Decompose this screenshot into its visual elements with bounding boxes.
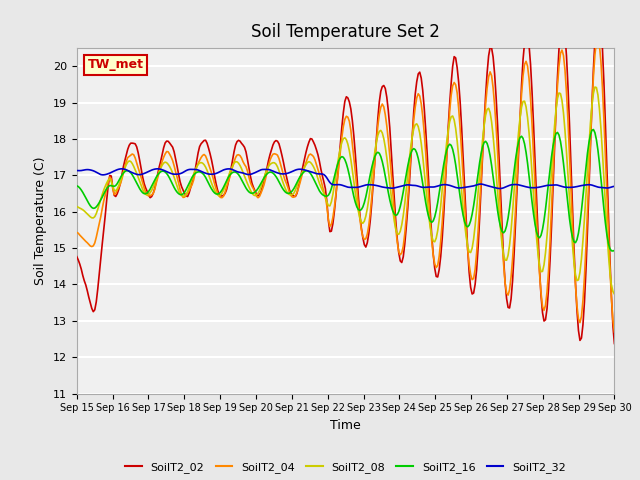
SoilT2_08 [139, 187, 147, 192]
SoilT2_04 [611, 329, 618, 335]
SoilT2_08 [233, 159, 241, 165]
SoilT2_04 [308, 152, 316, 158]
Y-axis label: Soil Temperature (C): Soil Temperature (C) [35, 156, 47, 285]
SoilT2_32 [611, 183, 618, 189]
SoilT2_08 [591, 84, 599, 90]
Line: SoilT2_04: SoilT2_04 [77, 39, 614, 332]
SoilT2_04 [594, 36, 602, 42]
SoilT2_04 [139, 180, 147, 186]
SoilT2_08 [308, 161, 316, 167]
SoilT2_16 [233, 170, 241, 176]
SoilT2_32 [584, 182, 591, 188]
SoilT2_04 [251, 190, 259, 195]
SoilT2_16 [611, 248, 618, 253]
SoilT2_32 [253, 169, 260, 175]
SoilT2_16 [260, 175, 268, 181]
SoilT2_08 [580, 216, 588, 221]
Line: SoilT2_02: SoilT2_02 [77, 12, 614, 344]
SoilT2_08 [73, 204, 81, 209]
SoilT2_02 [233, 139, 241, 144]
SoilT2_02 [611, 341, 618, 347]
SoilT2_32 [73, 168, 81, 173]
SoilT2_16 [73, 183, 81, 189]
SoilT2_32 [262, 167, 269, 172]
SoilT2_02 [139, 174, 147, 180]
SoilT2_02 [594, 9, 602, 14]
SoilT2_16 [580, 178, 588, 184]
SoilT2_32 [497, 186, 504, 192]
Line: SoilT2_08: SoilT2_08 [77, 87, 614, 294]
SoilT2_32 [310, 170, 317, 176]
SoilT2_02 [260, 176, 268, 182]
SoilT2_02 [308, 136, 316, 142]
Line: SoilT2_32: SoilT2_32 [77, 169, 614, 189]
SoilT2_32 [235, 169, 243, 175]
SoilT2_08 [260, 175, 268, 180]
Legend: SoilT2_02, SoilT2_04, SoilT2_08, SoilT2_16, SoilT2_32: SoilT2_02, SoilT2_04, SoilT2_08, SoilT2_… [121, 458, 570, 478]
SoilT2_04 [260, 182, 268, 188]
SoilT2_32 [139, 171, 147, 177]
Title: Soil Temperature Set 2: Soil Temperature Set 2 [251, 23, 440, 41]
Line: SoilT2_16: SoilT2_16 [77, 130, 614, 251]
SoilT2_02 [580, 299, 588, 305]
SoilT2_04 [73, 229, 81, 235]
SoilT2_08 [251, 192, 259, 198]
SoilT2_04 [580, 274, 588, 280]
X-axis label: Time: Time [330, 419, 361, 432]
SoilT2_04 [233, 152, 241, 158]
SoilT2_16 [308, 173, 316, 179]
SoilT2_32 [154, 166, 161, 172]
SoilT2_16 [589, 127, 597, 132]
SoilT2_16 [139, 190, 147, 196]
SoilT2_16 [609, 248, 617, 254]
SoilT2_08 [611, 291, 618, 297]
SoilT2_02 [251, 188, 259, 194]
SoilT2_02 [73, 254, 81, 260]
Text: TW_met: TW_met [88, 59, 143, 72]
SoilT2_16 [251, 189, 259, 195]
